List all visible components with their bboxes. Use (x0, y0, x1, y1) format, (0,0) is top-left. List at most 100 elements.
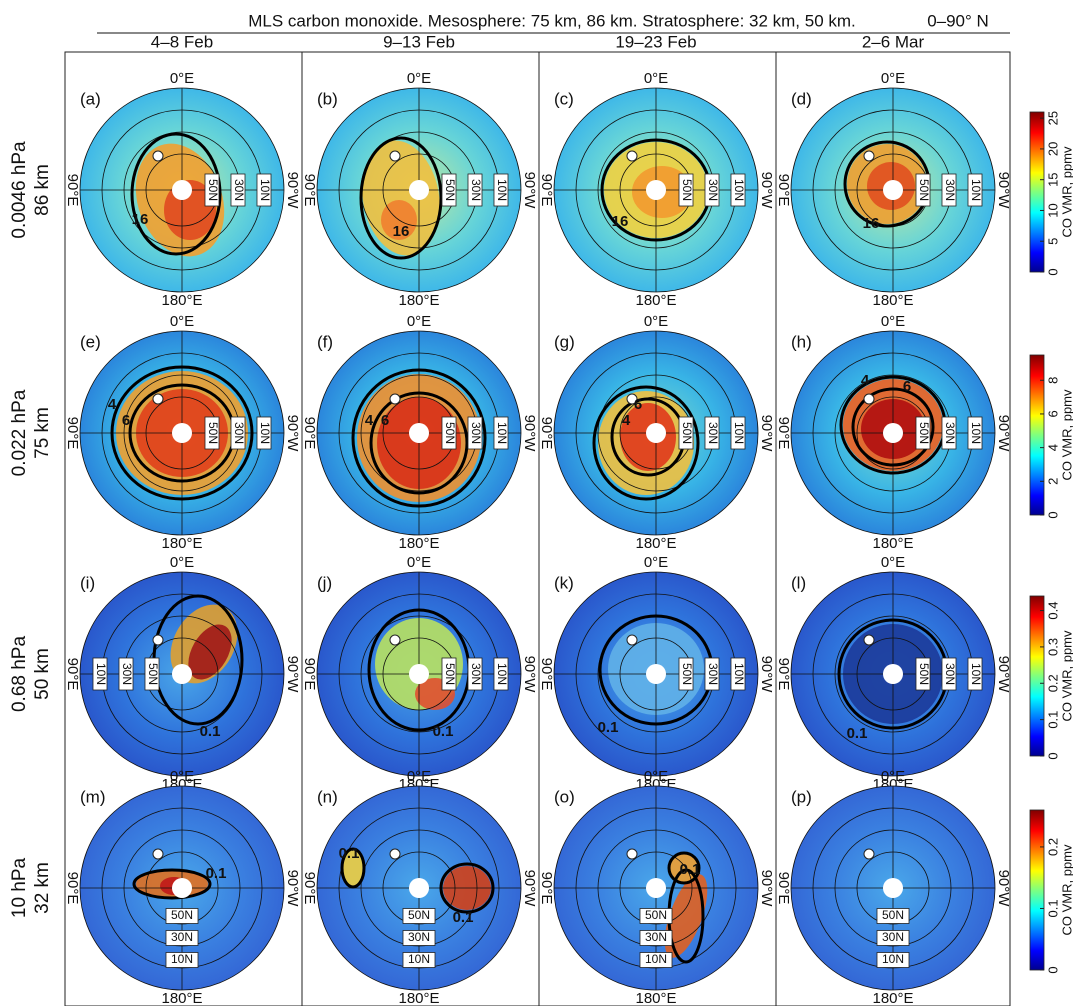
station-marker (864, 151, 874, 161)
latitude-label: 10N (495, 179, 509, 201)
longitude-right: 90°W (758, 656, 775, 694)
latitude-label: 30N (706, 422, 720, 444)
contour-label: 6 (634, 396, 642, 413)
longitude-right: 90°W (284, 172, 301, 210)
longitude-left: 90°E (538, 174, 555, 207)
longitude-bottom: 180°E (398, 535, 439, 552)
panel-letter: (e) (80, 332, 101, 351)
colorbar (1030, 112, 1044, 272)
contour-label: 6 (903, 378, 911, 395)
pole-mask (172, 180, 192, 200)
station-marker (390, 394, 400, 404)
panel-letter: (d) (791, 89, 812, 108)
latitude-label: 10N (969, 179, 983, 201)
colorbar-tick-label: 0.2 (1045, 838, 1060, 856)
contour-label: 0.1 (433, 723, 454, 740)
latitude-label: 30N (232, 422, 246, 444)
longitude-left: 90°E (775, 872, 792, 905)
row-pressure: 0.0046 hPa (9, 141, 30, 239)
polar-map (80, 572, 284, 776)
longitude-top: 0°E (644, 70, 668, 87)
latitude-label: 50N (443, 179, 457, 201)
panel-letter: (b) (317, 89, 338, 108)
station-marker (390, 635, 400, 645)
longitude-right: 90°W (284, 656, 301, 694)
latitude-label: 30N (645, 930, 667, 944)
station-marker (153, 394, 163, 404)
polar-map (554, 331, 758, 535)
figure-title: MLS carbon monoxide. Mesosphere: 75 km, … (248, 11, 856, 30)
longitude-bottom: 180°E (872, 535, 913, 552)
colorbar-tick-label: 0.2 (1045, 674, 1060, 692)
longitude-right: 90°W (758, 415, 775, 453)
polar-map (80, 331, 284, 535)
longitude-top: 0°E (881, 313, 905, 330)
longitude-right: 90°W (521, 870, 538, 908)
polar-map (317, 572, 521, 776)
latitude-label: 10N (732, 422, 746, 444)
longitude-right: 90°W (284, 415, 301, 453)
colorbar-tick-label: 2 (1045, 478, 1060, 485)
panel-letter: (p) (791, 787, 812, 806)
longitude-top: 0°E (170, 768, 194, 785)
longitude-left: 90°E (64, 872, 81, 905)
longitude-right: 90°W (521, 415, 538, 453)
longitude-top: 0°E (407, 554, 431, 571)
station-marker (153, 635, 163, 645)
longitude-left: 90°E (301, 872, 318, 905)
column-header: 2–6 Mar (862, 32, 925, 51)
pole-mask (409, 180, 429, 200)
station-marker (153, 151, 163, 161)
panel-letter: (m) (80, 787, 105, 806)
figure: MLS carbon monoxide. Mesosphere: 75 km, … (0, 0, 1073, 1006)
longitude-top: 0°E (881, 768, 905, 785)
latitude-label: 30N (469, 663, 483, 685)
pole-mask (883, 878, 903, 898)
contour-label: 16 (612, 213, 629, 230)
pole-mask (883, 664, 903, 684)
longitude-left: 90°E (301, 658, 318, 691)
latitude-label: 10N (171, 952, 193, 966)
station-marker (864, 849, 874, 859)
longitude-right: 90°W (995, 415, 1012, 453)
longitude-left: 90°E (775, 417, 792, 450)
longitude-top: 0°E (881, 70, 905, 87)
contour-label: 16 (132, 211, 149, 228)
polar-map (80, 88, 284, 292)
longitude-left: 90°E (301, 174, 318, 207)
contour-label: 0.1 (206, 865, 227, 882)
longitude-left: 90°E (775, 174, 792, 207)
longitude-top: 0°E (407, 768, 431, 785)
colorbar (1030, 355, 1044, 515)
colorbar (1030, 810, 1044, 970)
longitude-top: 0°E (644, 768, 668, 785)
colorbar-tick-label: 6 (1045, 410, 1060, 417)
longitude-bottom: 180°E (635, 292, 676, 309)
colorbar-label: CO VMR, ppmv (1059, 146, 1073, 238)
panel-letter: (l) (791, 573, 806, 592)
latitude-label: 50N (146, 663, 160, 685)
colorbar-tick-label: 5 (1045, 238, 1060, 245)
longitude-top: 0°E (644, 554, 668, 571)
panel-letter: (h) (791, 332, 812, 351)
colorbar-tick-label: 0 (1045, 268, 1060, 275)
region-label: 0–90° N (927, 11, 989, 30)
longitude-right: 90°W (995, 172, 1012, 210)
pole-mask (409, 664, 429, 684)
contour-label: 16 (393, 223, 410, 240)
panel-letter: (f) (317, 332, 333, 351)
longitude-bottom: 180°E (398, 292, 439, 309)
panel-letter: (c) (554, 89, 574, 108)
longitude-left: 90°E (64, 658, 81, 691)
colorbar-tick-label: 0.1 (1045, 899, 1060, 917)
polar-map (554, 88, 758, 292)
latitude-label: 10N (882, 952, 904, 966)
latitude-label: 50N (206, 179, 220, 201)
latitude-label: 30N (408, 930, 430, 944)
longitude-bottom: 180°E (872, 292, 913, 309)
polar-map (317, 331, 521, 535)
colorbar-tick-label: 0 (1045, 511, 1060, 518)
pole-mask (409, 423, 429, 443)
colorbar (1030, 596, 1044, 756)
longitude-top: 0°E (881, 554, 905, 571)
